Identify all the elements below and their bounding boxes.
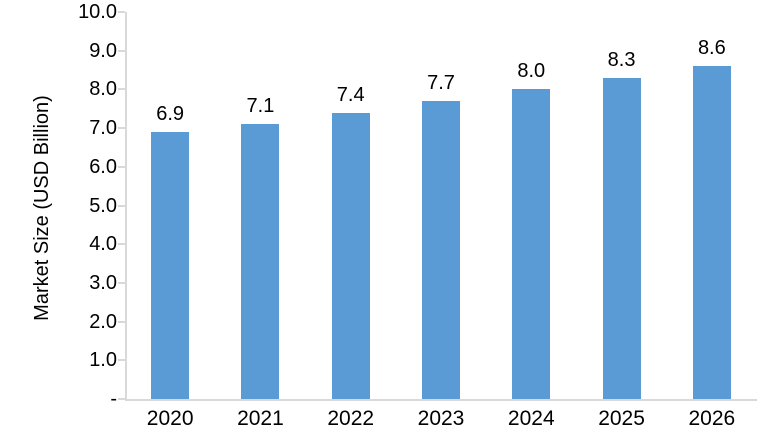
bar-2020[interactable] <box>151 131 190 399</box>
bar-value-label: 8.3 <box>607 48 636 71</box>
y-axis-line <box>125 12 127 399</box>
x-tick-label: 2020 <box>146 407 194 430</box>
y-tick-label: 3.0 <box>89 271 117 294</box>
x-axis-line <box>125 399 757 401</box>
y-tick-label: 10.0 <box>78 1 117 23</box>
bar-2021[interactable] <box>241 124 280 399</box>
bar-2022[interactable] <box>331 112 370 399</box>
bar-2025[interactable] <box>602 77 641 399</box>
y-tick-mark <box>118 165 125 168</box>
y-tick-label: 8.0 <box>89 78 117 101</box>
x-tick-label: 2023 <box>417 407 465 430</box>
y-tick-mark <box>118 127 125 130</box>
y-tick-label: 4.0 <box>89 233 117 256</box>
bar-value-label: 8.0 <box>517 60 546 83</box>
y-tick-mark <box>118 320 125 323</box>
bar-2024[interactable] <box>512 89 551 399</box>
y-tick-mark <box>118 204 125 207</box>
x-tick-label: 2021 <box>237 407 284 430</box>
x-tick-label: 2022 <box>327 407 375 430</box>
y-tick-mark <box>118 243 125 246</box>
bar-2026[interactable] <box>692 66 731 399</box>
y-tick-label: 7.0 <box>89 117 117 140</box>
y-tick-label: - <box>110 388 117 410</box>
y-tick-label: 6.0 <box>89 155 117 178</box>
x-tick-label: 2025 <box>598 407 645 430</box>
bar-value-label: 8.6 <box>697 37 726 60</box>
bar-value-label: 7.1 <box>246 95 275 118</box>
y-tick-mark <box>118 281 125 284</box>
y-tick-label: 1.0 <box>89 349 117 372</box>
y-tick-label: 5.0 <box>89 194 117 217</box>
y-tick-label: 2.0 <box>89 310 117 333</box>
y-axis-title: Market Size (USD Billion) <box>31 95 53 321</box>
y-tick-mark <box>118 49 125 52</box>
y-tick-label: 9.0 <box>89 39 117 62</box>
x-tick-label: 2024 <box>507 407 555 430</box>
y-tick-mark <box>118 398 125 400</box>
bar-value-label: 7.4 <box>336 83 365 106</box>
x-tick-label: 2026 <box>688 407 736 430</box>
bar-2023[interactable] <box>422 101 460 399</box>
y-tick-mark <box>118 359 125 362</box>
y-tick-mark <box>118 88 125 91</box>
y-tick-mark <box>118 11 125 13</box>
bar-value-label: 7.7 <box>427 72 455 94</box>
bar-value-label: 6.9 <box>156 102 185 125</box>
